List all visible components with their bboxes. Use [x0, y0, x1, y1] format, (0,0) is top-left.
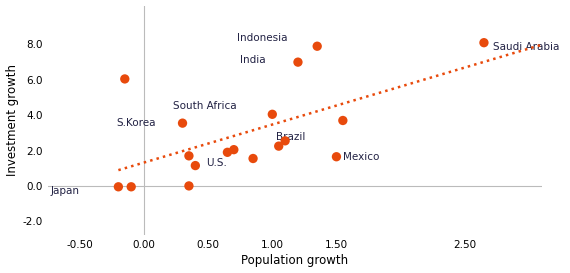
Text: Mexico: Mexico	[343, 152, 379, 162]
Point	[268, 112, 277, 117]
Text: Brazil: Brazil	[276, 132, 306, 142]
Point	[191, 163, 200, 168]
Text: Japan: Japan	[51, 186, 80, 196]
Point	[120, 77, 129, 81]
Point	[229, 147, 238, 152]
Text: S.Korea: S.Korea	[116, 118, 156, 128]
Point	[184, 154, 193, 158]
Point	[338, 118, 347, 123]
Point	[223, 150, 232, 155]
Text: Indonesia: Indonesia	[237, 33, 288, 43]
Point	[332, 155, 341, 159]
Point	[127, 185, 136, 189]
Point	[184, 184, 193, 188]
Point	[294, 60, 303, 64]
Point	[114, 185, 123, 189]
Point	[280, 139, 290, 143]
Text: U.S.: U.S.	[206, 158, 227, 168]
Text: Saudi Arabia: Saudi Arabia	[493, 42, 559, 52]
Point	[274, 144, 283, 148]
Y-axis label: Investment growth: Investment growth	[6, 64, 19, 176]
X-axis label: Population growth: Population growth	[241, 254, 348, 268]
Point	[178, 121, 187, 125]
Point	[312, 44, 321, 48]
Text: South Africa: South Africa	[173, 101, 237, 111]
Point	[479, 40, 488, 45]
Text: India: India	[241, 55, 266, 65]
Point	[249, 156, 258, 161]
